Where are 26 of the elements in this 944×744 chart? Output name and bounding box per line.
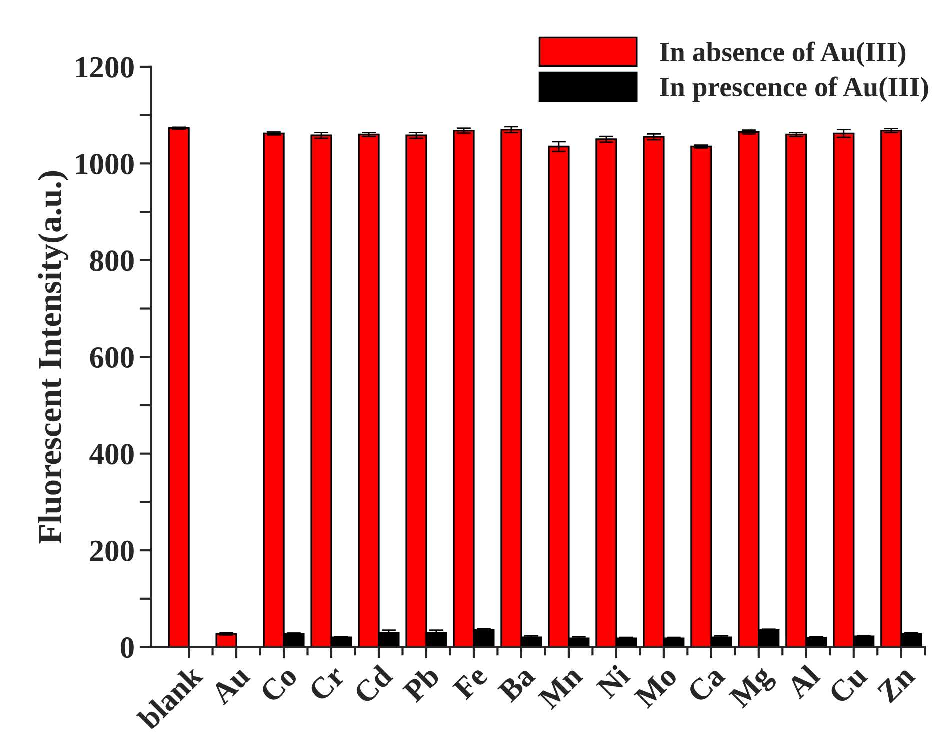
y-tick-label: 200 xyxy=(90,540,134,562)
x-tick-label: Fe xyxy=(452,664,489,701)
x-tick-label: Zn xyxy=(876,664,916,704)
x-tick-label: Mg xyxy=(728,664,778,714)
y-tick-label: 1000 xyxy=(76,154,134,175)
x-tick-label: Mn xyxy=(538,664,584,710)
legend-label: In absence of Au(III) xyxy=(660,42,906,68)
x-tick-label: Ni xyxy=(595,664,632,700)
y-tick-label: 0 xyxy=(120,638,134,658)
x-tick-label: Co xyxy=(259,664,298,704)
x-tick-label: Mo xyxy=(634,664,678,710)
y-tick-label: 400 xyxy=(90,444,134,465)
x-tick-label: Ba xyxy=(497,664,536,704)
x-tick-label: Ca xyxy=(686,664,726,704)
x-tick-label: Cd xyxy=(352,663,394,706)
bar xyxy=(168,128,190,648)
y-tick-label: 800 xyxy=(90,250,134,272)
legend-label: In prescence of Au(III) xyxy=(660,76,928,102)
x-tick-label: Cu xyxy=(828,664,869,706)
y-tick-label: 600 xyxy=(90,347,134,368)
x-tick-label: Au xyxy=(210,664,252,706)
y-axis-title: Fluorescent Intensity(a.u.) xyxy=(38,171,68,544)
x-tick-label: Al xyxy=(785,664,822,700)
x-tick-label: Pb xyxy=(402,664,441,704)
y-tick-label: 1200 xyxy=(76,57,134,78)
x-tick-label: Cr xyxy=(308,664,346,703)
